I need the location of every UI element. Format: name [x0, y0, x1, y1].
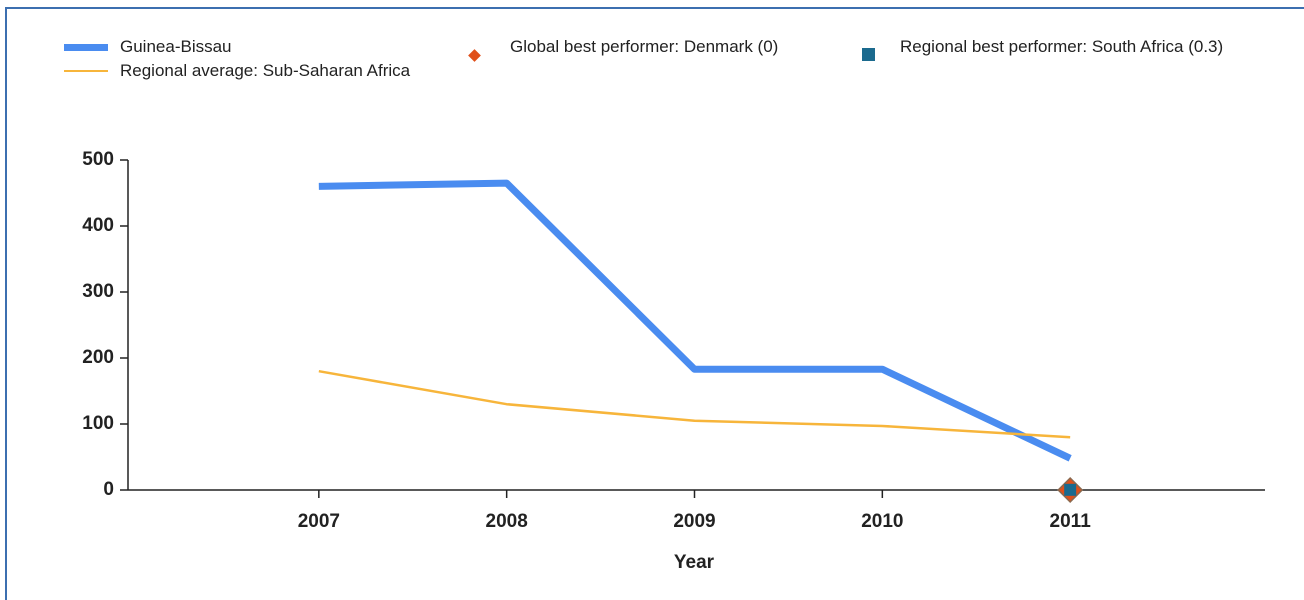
legend-label: Regional average: Sub-Saharan Africa	[120, 61, 411, 80]
x-tick-label: 2007	[298, 511, 340, 532]
x-axis-label: Year	[674, 552, 715, 573]
legend-swatch	[862, 48, 875, 61]
legend-label: Global best performer: Denmark (0)	[510, 37, 779, 56]
y-tick-label: 200	[82, 347, 114, 368]
legend-label: Regional best performer: South Africa (0…	[900, 37, 1224, 56]
series-line	[318, 369, 1071, 439]
marker-square	[1064, 483, 1077, 496]
y-tick-label: 500	[82, 149, 114, 170]
legend-swatch	[64, 69, 108, 73]
x-tick-label: 2011	[1050, 511, 1092, 532]
y-tick-label: 100	[82, 413, 114, 434]
y-tick-label: 300	[82, 281, 114, 302]
x-tick-label: 2008	[486, 511, 528, 532]
legend-label: Guinea-Bissau	[120, 37, 232, 56]
x-tick-label: 2009	[673, 511, 715, 532]
x-tick-label: 2010	[861, 511, 903, 532]
series-line	[318, 179, 1072, 462]
y-tick-label: 400	[82, 215, 114, 236]
y-tick-label: 0	[103, 479, 114, 500]
legend-swatch	[64, 43, 108, 51]
